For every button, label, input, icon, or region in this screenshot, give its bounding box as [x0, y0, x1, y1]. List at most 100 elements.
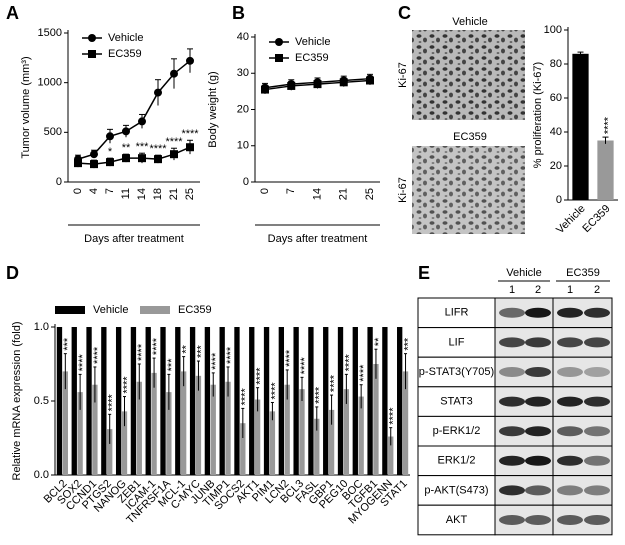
bar [151, 372, 157, 475]
bar [284, 384, 290, 475]
blot-row-label: STAT3 [440, 396, 473, 408]
significance: ** [181, 344, 193, 353]
blot-band [499, 515, 525, 525]
blot-band [557, 337, 583, 348]
bar [314, 418, 320, 475]
bar [328, 409, 335, 475]
blot-band [557, 455, 583, 466]
significance: * [108, 146, 113, 158]
bar [175, 327, 181, 475]
blot-band [525, 455, 551, 466]
blot-band [525, 426, 551, 437]
significance: *** [402, 337, 414, 351]
significance: *** [136, 141, 150, 153]
significance: **** [165, 136, 183, 148]
significance: **** [149, 143, 167, 155]
blot-band [525, 396, 551, 407]
blot-band [584, 367, 610, 377]
panel-label: E [418, 263, 430, 283]
bar [352, 327, 358, 475]
bar [62, 371, 68, 475]
bar [189, 327, 196, 475]
stain-label: Ki-67 [397, 177, 409, 203]
bar [219, 327, 225, 475]
significance: **** [121, 376, 133, 394]
blot-row-label: p-STAT3(Y705) [419, 366, 494, 378]
y-tick-label: 0.0 [34, 469, 49, 481]
marker [138, 117, 146, 126]
y-tick-label: 60 [550, 92, 562, 104]
blot-label-cell [417, 356, 496, 388]
x-tick-label: EC359 [580, 203, 612, 235]
y-tick-label: 20 [550, 160, 562, 172]
bar [254, 399, 261, 475]
significance: **** [225, 346, 237, 364]
significance: *** [166, 358, 178, 372]
blot-band [557, 307, 583, 318]
bar [402, 371, 409, 475]
x-tick-label: 14 [136, 188, 148, 200]
lane-label: 1 [509, 284, 515, 296]
legend-marker [88, 50, 96, 58]
bar [249, 327, 255, 475]
blot-row-label: LIFR [445, 307, 469, 319]
group-label: Vehicle [506, 267, 541, 279]
x-tick-label: 7 [104, 188, 116, 194]
blot-row-label: AKT [446, 514, 468, 526]
significance: **** [210, 352, 222, 370]
legend-label: EC359 [178, 304, 212, 316]
significance: **** [240, 388, 252, 406]
lane-label: 2 [594, 284, 600, 296]
x-tick-label: 14 [311, 188, 323, 200]
significance: **** [255, 367, 267, 385]
marker [366, 76, 374, 85]
blot-band [584, 515, 610, 525]
y-tick-label: 30 [237, 67, 249, 79]
bar [358, 396, 364, 475]
marker [122, 154, 130, 163]
bar [367, 327, 373, 475]
y-tick-label: 1.0 [34, 321, 49, 333]
bar [166, 392, 172, 475]
bar [145, 327, 151, 475]
x-axis-label: Days after treatment [84, 233, 184, 245]
blot-label-cell [417, 445, 496, 477]
bar [101, 327, 107, 475]
panel-label: B [232, 3, 245, 23]
bar [299, 389, 305, 475]
micrograph-title: Vehicle [452, 16, 487, 28]
legend-marker [88, 34, 96, 42]
bar [121, 411, 128, 475]
bar [56, 327, 63, 475]
lane-label: 2 [535, 284, 541, 296]
marker [339, 78, 348, 87]
blot-band [584, 485, 610, 496]
significance: **** [107, 393, 119, 411]
bar [337, 327, 344, 475]
y-tick-label: 0.5 [34, 395, 49, 407]
bar [263, 327, 270, 475]
blot-band [499, 396, 525, 407]
lane-label: 1 [567, 284, 573, 296]
blot-band [525, 485, 551, 496]
legend-swatch [140, 306, 170, 314]
y-tick-label: 10 [237, 140, 249, 152]
x-tick-label: 0 [72, 188, 84, 194]
x-tick-label: 7 [285, 188, 297, 194]
bar [397, 327, 403, 475]
significance: **** [269, 382, 281, 400]
blot-band [557, 426, 583, 437]
blot-label-cell [417, 504, 496, 536]
bar [323, 327, 329, 475]
significance: **** [343, 354, 355, 372]
x-tick-label: 18 [152, 188, 164, 200]
significance: ** [122, 142, 131, 154]
bar [204, 327, 211, 475]
significance: **** [284, 349, 296, 367]
blot-cell [494, 356, 554, 388]
blot-band [499, 367, 525, 377]
blot-band [557, 485, 583, 496]
legend-label: Vehicle [93, 304, 128, 316]
marker [106, 132, 114, 141]
blot-label-cell [417, 415, 496, 447]
